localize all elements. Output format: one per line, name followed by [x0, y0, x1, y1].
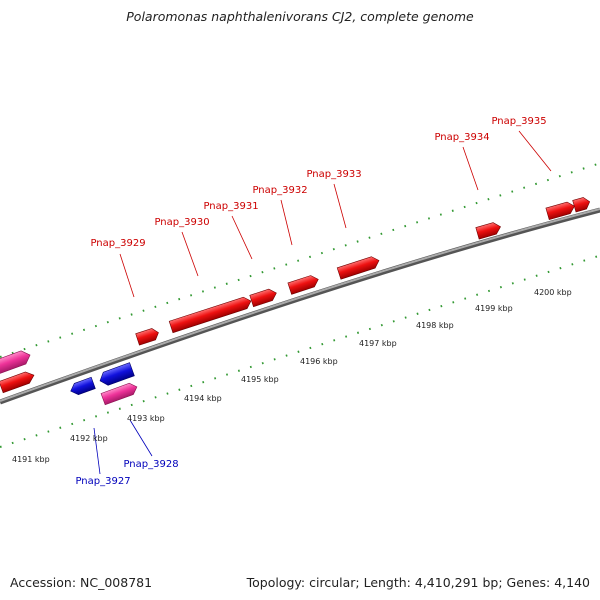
gene-other-2[interactable] — [100, 381, 139, 406]
gene-pnap-3934[interactable] — [475, 221, 502, 240]
gene-label-pnap-3934[interactable]: Pnap_3934 — [434, 132, 489, 143]
accession-label: Accession: NC_008781 — [10, 575, 153, 590]
gene-label-pnap-3928[interactable]: Pnap_3928 — [123, 459, 178, 470]
gene-label-pnap-3931[interactable]: Pnap_3931 — [203, 201, 258, 212]
forward-gene-labels: Pnap_3929 Pnap_3930 Pnap_3931 Pnap_3932 … — [90, 116, 546, 249]
forward-leader-lines — [119, 130, 552, 298]
gene-pnap-3933[interactable] — [336, 255, 381, 280]
kbp-label: 4198 kbp — [416, 321, 454, 330]
gene-pnap-3928[interactable] — [98, 362, 135, 388]
reverse-tick-row — [0, 254, 600, 448]
kbp-label: 4195 kbp — [241, 375, 279, 384]
genome-backbone — [0, 207, 600, 405]
forward-tick-row — [0, 162, 600, 358]
gene-pnap-3935-b[interactable] — [572, 196, 592, 213]
kbp-label: 4199 kbp — [475, 304, 513, 313]
gene-label-pnap-3929[interactable]: Pnap_3929 — [90, 238, 145, 249]
gene-label-pnap-3935[interactable]: Pnap_3935 — [491, 116, 546, 127]
kbp-label: 4193 kbp — [127, 414, 165, 423]
kbp-label: 4197 kbp — [359, 339, 397, 348]
gene-pnap-3931[interactable] — [249, 287, 278, 308]
gene-label-pnap-3927[interactable]: Pnap_3927 — [75, 476, 130, 487]
gene-pnap-3935-a[interactable] — [545, 200, 576, 220]
gene-pnap-3929[interactable] — [135, 327, 161, 346]
gene-label-pnap-3932[interactable]: Pnap_3932 — [252, 185, 307, 196]
gene-pnap-3927[interactable] — [69, 376, 96, 396]
kbp-label: 4191 kbp — [12, 455, 50, 464]
kbp-scale-labels: 4191 kbp 4192 kbp 4193 kbp 4194 kbp 4195… — [12, 288, 572, 464]
genome-stats-label: Topology: circular; Length: 4,410,291 bp… — [246, 575, 590, 590]
kbp-label: 4192 kbp — [70, 434, 108, 443]
gene-pnap-3932[interactable] — [287, 274, 320, 295]
gene-other-1[interactable] — [0, 348, 32, 377]
gene-other-red[interactable] — [0, 370, 36, 394]
gene-label-pnap-3930[interactable]: Pnap_3930 — [154, 217, 209, 228]
kbp-label: 4200 kbp — [534, 288, 572, 297]
map-title: Polaromonas naphthalenivorans CJ2, compl… — [126, 9, 474, 24]
gene-label-pnap-3933[interactable]: Pnap_3933 — [306, 169, 361, 180]
kbp-label: 4196 kbp — [300, 357, 338, 366]
kbp-label: 4194 kbp — [184, 394, 222, 403]
gene-pnap-3930[interactable] — [168, 295, 253, 334]
reverse-gene-labels: Pnap_3927 Pnap_3928 — [75, 459, 178, 487]
reverse-leader-lines — [93, 419, 153, 475]
